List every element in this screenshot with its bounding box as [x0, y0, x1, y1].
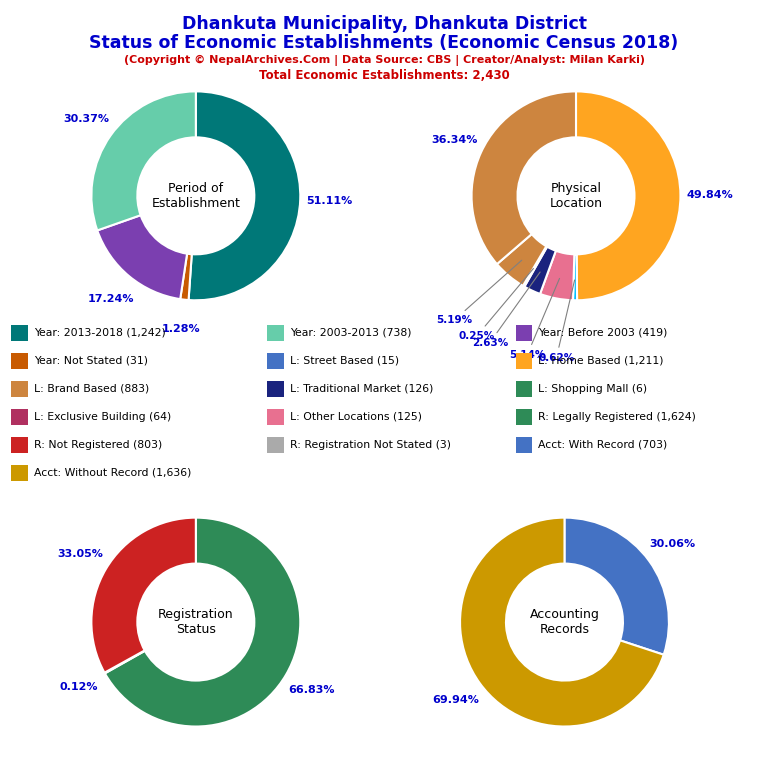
Wedge shape — [540, 251, 574, 300]
Text: 1.28%: 1.28% — [162, 324, 200, 334]
Bar — [267, 437, 284, 452]
Bar — [12, 381, 28, 397]
Wedge shape — [497, 234, 546, 286]
Text: Acct: With Record (703): Acct: With Record (703) — [538, 440, 667, 450]
Text: 69.94%: 69.94% — [432, 696, 479, 706]
Bar — [12, 437, 28, 452]
Text: 5.14%: 5.14% — [509, 279, 560, 360]
Text: 33.05%: 33.05% — [58, 549, 104, 559]
Text: 5.19%: 5.19% — [436, 260, 521, 325]
Text: Year: Before 2003 (419): Year: Before 2003 (419) — [538, 328, 667, 338]
Wedge shape — [523, 247, 547, 286]
Text: 2.63%: 2.63% — [472, 272, 540, 348]
Wedge shape — [564, 518, 669, 655]
Wedge shape — [104, 650, 145, 674]
Text: Acct: Without Record (1,636): Acct: Without Record (1,636) — [34, 468, 191, 478]
Wedge shape — [91, 518, 196, 673]
Wedge shape — [525, 247, 556, 294]
Text: L: Home Based (1,211): L: Home Based (1,211) — [538, 356, 664, 366]
Wedge shape — [573, 254, 577, 300]
Text: 36.34%: 36.34% — [432, 135, 478, 145]
Text: 66.83%: 66.83% — [288, 684, 335, 694]
Text: Year: 2003-2013 (738): Year: 2003-2013 (738) — [290, 328, 412, 338]
Text: L: Exclusive Building (64): L: Exclusive Building (64) — [34, 412, 171, 422]
Text: Status of Economic Establishments (Economic Census 2018): Status of Economic Establishments (Econo… — [89, 34, 679, 51]
Text: R: Registration Not Stated (3): R: Registration Not Stated (3) — [290, 440, 451, 450]
Wedge shape — [105, 518, 300, 727]
Text: R: Legally Registered (1,624): R: Legally Registered (1,624) — [538, 412, 696, 422]
Bar — [12, 465, 28, 481]
Wedge shape — [98, 215, 187, 299]
Bar — [267, 325, 284, 341]
Text: R: Not Registered (803): R: Not Registered (803) — [34, 440, 162, 450]
Wedge shape — [472, 91, 576, 264]
Bar — [516, 353, 532, 369]
Wedge shape — [576, 91, 680, 300]
Text: (Copyright © NepalArchives.Com | Data Source: CBS | Creator/Analyst: Milan Karki: (Copyright © NepalArchives.Com | Data So… — [124, 55, 644, 66]
Bar — [12, 409, 28, 425]
Text: Year: Not Stated (31): Year: Not Stated (31) — [34, 356, 148, 366]
Text: Year: 2013-2018 (1,242): Year: 2013-2018 (1,242) — [34, 328, 166, 338]
Bar — [12, 325, 28, 341]
Text: L: Brand Based (883): L: Brand Based (883) — [34, 384, 149, 394]
Text: 30.37%: 30.37% — [64, 114, 110, 124]
Text: Registration
Status: Registration Status — [158, 608, 233, 636]
Wedge shape — [460, 518, 664, 727]
Text: Dhankuta Municipality, Dhankuta District: Dhankuta Municipality, Dhankuta District — [181, 15, 587, 33]
Text: Total Economic Establishments: 2,430: Total Economic Establishments: 2,430 — [259, 69, 509, 82]
Text: 30.06%: 30.06% — [650, 538, 696, 548]
Bar — [516, 409, 532, 425]
Text: 0.12%: 0.12% — [60, 682, 98, 692]
Text: L: Street Based (15): L: Street Based (15) — [290, 356, 399, 366]
Text: L: Other Locations (125): L: Other Locations (125) — [290, 412, 422, 422]
Wedge shape — [189, 91, 300, 300]
Bar — [267, 381, 284, 397]
Bar — [267, 409, 284, 425]
Text: 0.62%: 0.62% — [538, 280, 574, 362]
Wedge shape — [180, 253, 192, 300]
Text: L: Traditional Market (126): L: Traditional Market (126) — [290, 384, 433, 394]
Bar — [516, 437, 532, 452]
Bar — [516, 381, 532, 397]
Text: 49.84%: 49.84% — [687, 190, 733, 200]
Bar — [267, 353, 284, 369]
Text: 0.25%: 0.25% — [458, 269, 534, 341]
Text: 17.24%: 17.24% — [88, 294, 134, 304]
Text: L: Shopping Mall (6): L: Shopping Mall (6) — [538, 384, 647, 394]
Bar — [516, 325, 532, 341]
Text: 51.11%: 51.11% — [306, 196, 353, 206]
Text: Period of
Establishment: Period of Establishment — [151, 182, 240, 210]
Wedge shape — [91, 91, 196, 230]
Text: Physical
Location: Physical Location — [549, 182, 603, 210]
Bar — [12, 353, 28, 369]
Text: Accounting
Records: Accounting Records — [530, 608, 599, 636]
